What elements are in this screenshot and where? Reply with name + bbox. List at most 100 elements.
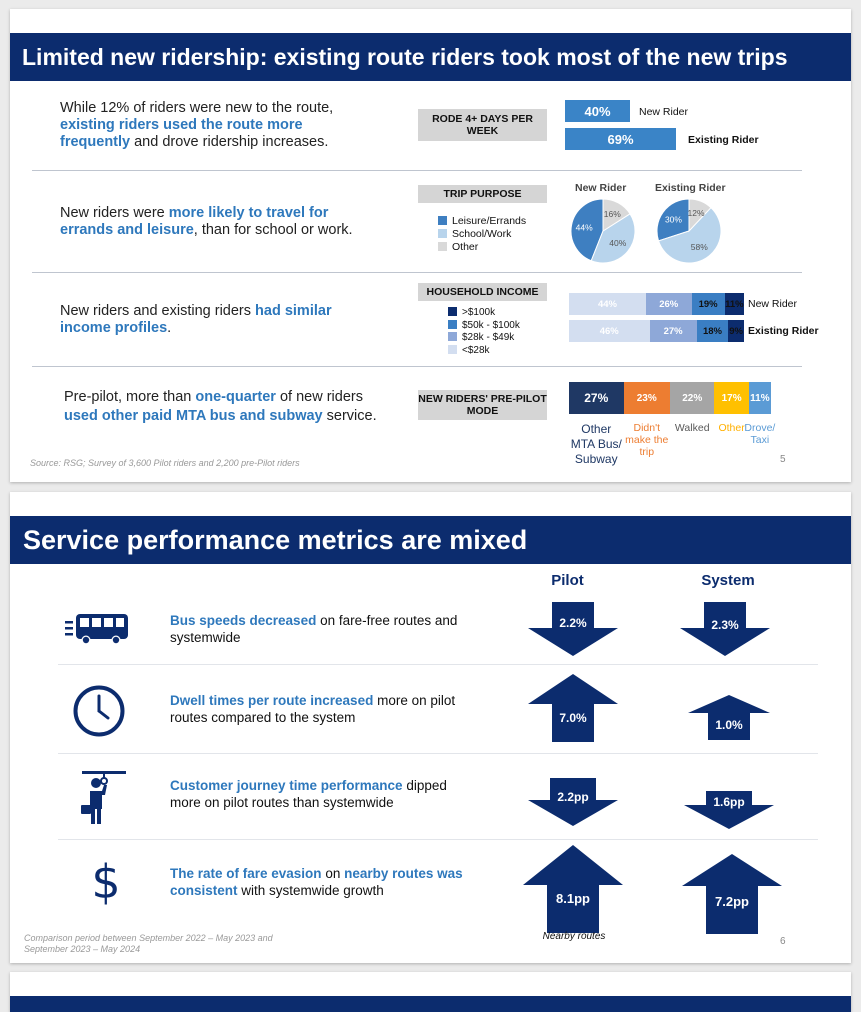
slide-ridership: Limited new ridership: existing route ri…: [10, 9, 851, 482]
slide-title-text: Limited new ridership: existing route ri…: [22, 44, 788, 70]
income-segment: 19%: [691, 293, 725, 315]
pie-label-school-work: 40%: [609, 238, 626, 248]
slide-title: Limited new ridership: existing route ri…: [10, 33, 851, 81]
mode-segment: 22%: [670, 382, 715, 414]
pie-label-school-work: 58%: [691, 242, 708, 252]
arrow-up-icon: [682, 854, 782, 934]
row-divider: [58, 664, 818, 665]
pie-slice-leisure: [656, 198, 690, 242]
statement-income: New riders and existing riders had simil…: [60, 303, 332, 336]
clock-icon: [73, 685, 125, 737]
legend-item: Other: [438, 241, 526, 254]
pie-label-leisure: 30%: [665, 215, 682, 225]
pie-title-new: New Rider: [575, 182, 627, 194]
system-fare-evasion-value: 7.2pp: [715, 894, 749, 909]
income-row-label: New Rider: [748, 298, 798, 310]
next-slide-banner: [10, 996, 851, 1012]
mode-segment: 11%: [748, 382, 771, 414]
arrow-down-icon: [528, 602, 618, 656]
metric-dwell-times: Dwell times per route increased more on …: [170, 693, 456, 725]
statement-purpose: New riders were more likely to travel fo…: [60, 205, 353, 238]
system-dwell-time-value: 1.0%: [715, 718, 743, 732]
arrow-up-icon: [528, 674, 618, 742]
pie-slice-other: [602, 198, 631, 232]
income-segment: 26%: [646, 293, 692, 315]
system-bus-speed-value: 2.3%: [711, 618, 739, 632]
pilot-bus-speed-value: 2.2%: [559, 616, 587, 630]
legend-item: School/Work: [438, 228, 526, 241]
mode-segment: 27%: [569, 382, 624, 414]
source-note: Source: RSG; Survey of 3,600 Pilot rider…: [30, 458, 300, 468]
pilot-fare-evasion-value: 8.1pp: [556, 891, 590, 906]
pie-slice-leisure: [570, 198, 604, 262]
label-rode-days: RODE 4+ DAYS PER WEEK: [418, 109, 547, 141]
label-existing-rider: Existing Rider: [688, 134, 759, 146]
nearby-routes-note: Nearby routes: [542, 931, 606, 942]
pie-existing-rider: 30% 58% 12%: [656, 198, 722, 264]
pie-new-rider: 44% 40% 16%: [570, 198, 636, 264]
arrow-up-icon: [523, 845, 623, 933]
legend-item: $28k - $49k: [448, 332, 520, 345]
page-number: 5: [780, 454, 786, 465]
row-divider: [32, 272, 802, 273]
statement-pre-pilot: Pre-pilot, more than one-quarter of new …: [64, 389, 377, 424]
income-row-label: Existing Rider: [748, 325, 819, 337]
income-segment: 46%: [569, 320, 650, 342]
bar-existing-rider-days: 69%: [565, 128, 676, 150]
system-journey-time-value: 1.6pp: [713, 795, 745, 809]
metric-journey-time: Customer journey time performance dipped…: [170, 778, 447, 810]
legend-item: >$100k: [448, 307, 520, 320]
column-header-system: System: [701, 572, 755, 589]
purpose-legend: Leisure/Errands School/Work Other: [438, 215, 526, 254]
pie-slice-school-work: [590, 213, 636, 264]
mode-segment-label: Drove/ Taxi: [744, 422, 776, 446]
slide-title-text: Service performance metrics are mixed: [23, 525, 528, 555]
label-trip-purpose: TRIP PURPOSE: [418, 185, 547, 203]
pie-slice-school-work: [657, 206, 722, 264]
income-segment: 27%: [649, 320, 697, 342]
pilot-dwell-time-value: 7.0%: [559, 711, 587, 725]
svg-text:$: $: [91, 855, 120, 906]
label-new-rider: New Rider: [639, 106, 689, 118]
pie-title-existing: Existing Rider: [655, 182, 726, 194]
comparison-footnote: Comparison period between September 2022…: [24, 933, 273, 954]
row-divider: [58, 839, 818, 840]
mode-segment-label: Walked: [674, 422, 710, 434]
mode-segment-label: Didn't make the trip: [625, 422, 669, 458]
pilot-journey-time-value: 2.2pp: [557, 790, 589, 804]
arrow-down-icon: [684, 791, 774, 829]
statement-frequency: While 12% of riders were new to the rout…: [60, 100, 334, 150]
commuter-icon: [81, 771, 126, 824]
metric-bus-speeds: Bus speeds decreased on fare-free routes…: [170, 613, 458, 645]
income-segment: 11%: [724, 293, 744, 315]
page-number: 6: [780, 936, 786, 947]
mode-segment-label: Other: [718, 422, 745, 434]
income-legend: >$100k $50k - $100k $28k - $49k <$28k: [448, 307, 520, 357]
mode-segment: 17%: [714, 382, 749, 414]
row-divider: [32, 170, 802, 171]
legend-item: $50k - $100k: [448, 319, 520, 333]
dollar-icon: $: [91, 855, 120, 906]
label-household-income: HOUSEHOLD INCOME: [418, 283, 547, 301]
arrow-down-icon: [680, 602, 770, 656]
label-pre-pilot-mode: NEW RIDERS' PRE-PILOT MODE: [418, 390, 547, 420]
mode-segment-label: Other MTA Bus/ Subway: [570, 422, 622, 466]
income-segment: 44%: [569, 293, 646, 315]
column-header-pilot: Pilot: [551, 572, 584, 589]
slide-service-performance: Service performance metrics are mixed Pi…: [10, 492, 851, 963]
pie-label-other: 16%: [604, 209, 621, 219]
bar-new-rider-days: 40%: [565, 100, 630, 122]
pie-label-leisure: 44%: [576, 222, 593, 232]
row-divider: [32, 366, 802, 367]
mode-segment: 23%: [623, 382, 670, 414]
bus-icon: [65, 614, 128, 645]
row-divider: [58, 753, 818, 754]
pie-slice-other: [688, 198, 712, 233]
slide-title: Service performance metrics are mixed: [10, 516, 851, 564]
income-segment: 18%: [696, 320, 729, 342]
income-segment: 9%: [728, 320, 744, 342]
arrow-up-icon: [688, 695, 770, 740]
legend-item: Leisure/Errands: [438, 215, 526, 228]
next-slide-partial: [10, 972, 851, 1012]
metric-fare-evasion: The rate of fare evasion on nearby route…: [170, 866, 463, 898]
